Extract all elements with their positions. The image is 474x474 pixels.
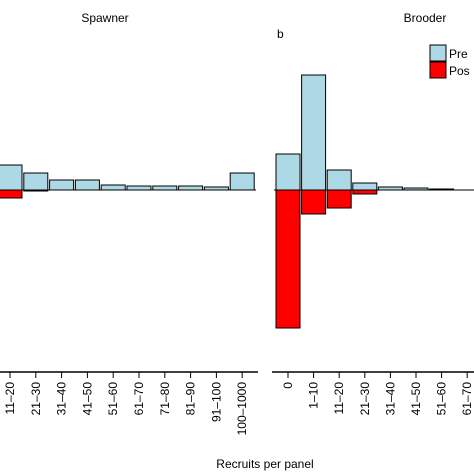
x-tick-label: 1–10 [307, 382, 321, 409]
x-tick-label: 11–20 [3, 382, 17, 415]
bar [0, 189, 23, 199]
x-tick-label: 61–70 [460, 382, 474, 416]
bar [301, 74, 327, 191]
x-tick-label: 51–60 [435, 382, 449, 416]
x-tick-label: 0 [281, 382, 295, 389]
x-tick-label: 21–30 [29, 382, 43, 416]
x-tick-label: 100–1000 [235, 382, 249, 436]
bar [0, 164, 23, 191]
bar [326, 189, 352, 209]
panel-label: b [277, 27, 284, 41]
bar [352, 189, 378, 195]
x-tick-label: 31–40 [55, 382, 69, 416]
bar [152, 185, 178, 191]
x-tick-label: 11–20 [332, 382, 346, 415]
bar [23, 172, 49, 191]
x-axis-label: Recruits per panel [216, 457, 313, 471]
bar [326, 169, 352, 191]
bar [100, 184, 126, 191]
x-tick-label: 51–60 [106, 382, 120, 416]
bar [301, 189, 327, 215]
x-tick-label: 81–90 [184, 382, 198, 416]
legend-label: Pre [449, 47, 468, 61]
bar [229, 172, 255, 191]
bar [352, 182, 378, 191]
bar [275, 189, 301, 329]
legend-label: Pos [449, 64, 470, 78]
x-tick-label: 41–50 [80, 382, 94, 416]
bar [126, 185, 152, 191]
bar [49, 179, 75, 191]
x-tick-label: 31–40 [383, 382, 397, 416]
x-tick-label: 71–80 [158, 382, 172, 416]
bar [275, 153, 301, 191]
x-tick-label: 41–50 [409, 382, 423, 416]
bar [74, 179, 100, 191]
panel-title: Brooder [404, 11, 447, 25]
bar [178, 185, 204, 191]
panel-title: Spawner [81, 11, 128, 25]
legend-swatch [429, 44, 447, 62]
x-tick-label: 61–70 [132, 382, 146, 416]
x-tick-label: 91–100 [209, 382, 223, 422]
x-tick-label: 21–30 [358, 382, 372, 416]
legend-swatch [429, 61, 447, 79]
